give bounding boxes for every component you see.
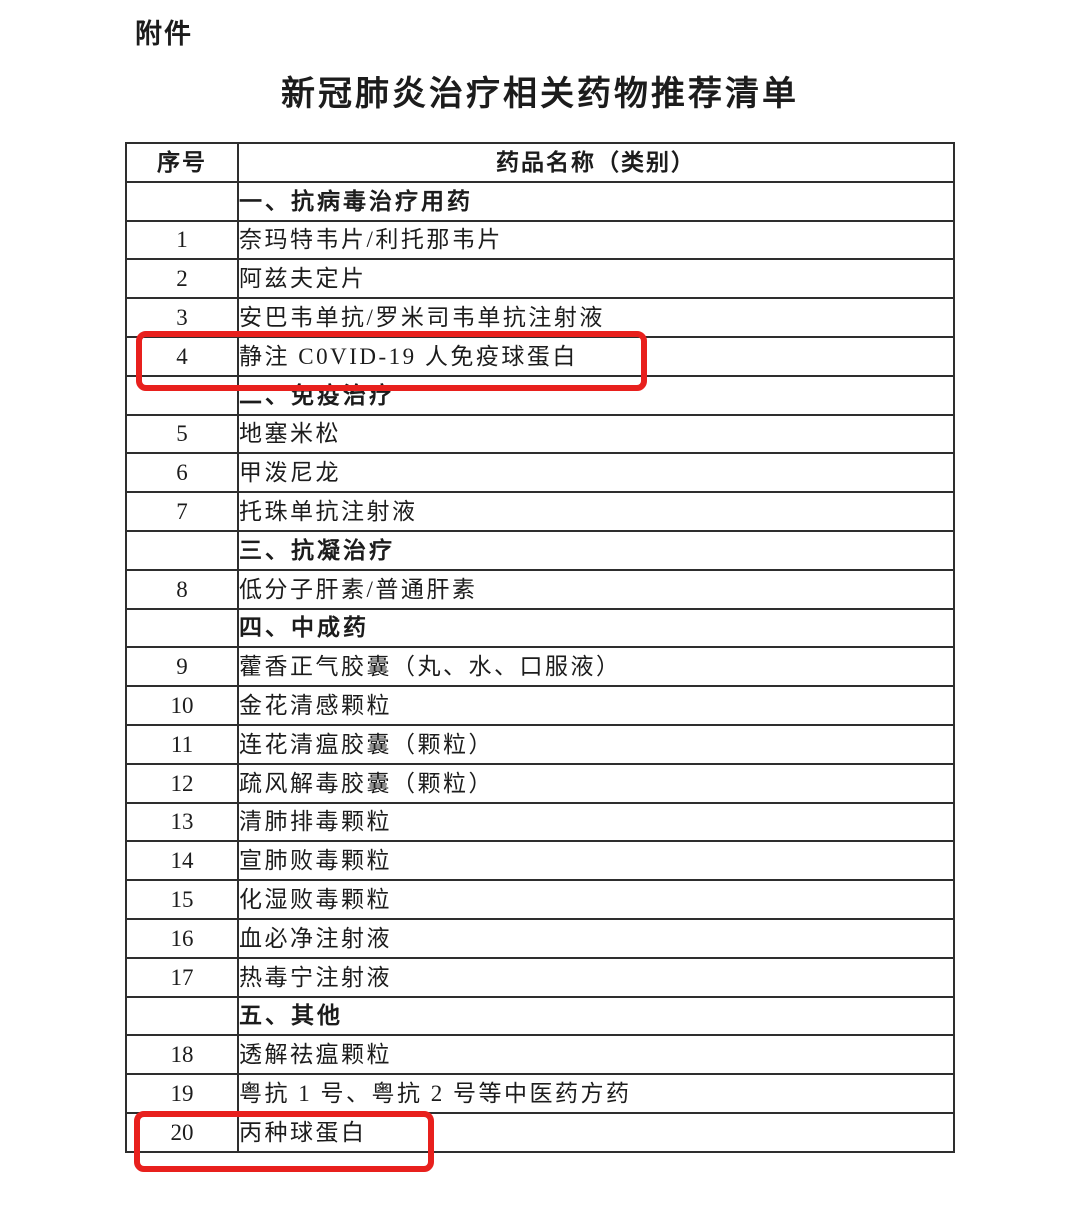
row-index: 13 — [125, 801, 239, 843]
section-title: 二、免疫治疗 — [237, 374, 955, 416]
drug-name: 甲泼尼龙 — [237, 452, 955, 494]
row-index: 15 — [125, 879, 239, 920]
row-index: 14 — [125, 840, 239, 882]
section-row: 二、免疫治疗 — [125, 374, 955, 416]
drug-table: 序号 药品名称（类别） 一、抗病毒治疗用药 1 奈玛特韦片/利托那韦片 2 阿兹夫定片 3… — [125, 142, 955, 1153]
page-title: 新冠肺炎治疗相关药物推荐清单 — [281, 76, 799, 113]
table-row: 2 阿兹夫定片 — [125, 258, 955, 300]
table-row: 9 藿香正气胶囊（丸、水、口服液） — [125, 646, 955, 688]
table-row: 19 粤抗 1 号、粤抗 2 号等中医药方药 — [125, 1073, 955, 1114]
drug-name: 宣肺败毒颗粒 — [237, 840, 955, 882]
row-index: 18 — [125, 1034, 239, 1076]
row-index: 1 — [125, 219, 239, 261]
table-row: 20 丙种球蛋白 — [125, 1111, 955, 1153]
drug-name: 透解祛瘟颗粒 — [237, 1034, 955, 1076]
table-row: 5 地塞米松 — [125, 413, 955, 455]
table-row: 10 金花清感颗粒 — [125, 685, 955, 726]
table-row: 4 静注 C0VID-19 人免疫球蛋白 — [125, 335, 955, 377]
drug-name: 安巴韦单抗/罗米司韦单抗注射液 — [237, 297, 955, 338]
drug-name: 疏风解毒胶囊（颗粒） — [237, 762, 955, 804]
drug-name: 静注 C0VID-19 人免疫球蛋白 — [237, 335, 955, 377]
row-index — [125, 529, 239, 571]
table-row: 12 疏风解毒胶囊（颗粒） — [125, 762, 955, 804]
row-index: 7 — [125, 491, 239, 532]
row-index: 19 — [125, 1073, 239, 1114]
table-row: 11 连花清瘟胶囊（颗粒） — [125, 723, 955, 765]
table-row: 15 化湿败毒颗粒 — [125, 879, 955, 920]
drug-name: 金花清感颗粒 — [237, 685, 955, 726]
drug-name: 托珠单抗注射液 — [237, 491, 955, 532]
drug-name: 阿兹夫定片 — [237, 258, 955, 300]
drug-name: 藿香正气胶囊（丸、水、口服液） — [237, 646, 955, 688]
drug-name: 热毒宁注射液 — [237, 956, 955, 998]
row-index — [125, 995, 239, 1037]
row-index: 20 — [125, 1111, 239, 1153]
drug-name: 连花清瘟胶囊（颗粒） — [237, 723, 955, 765]
table-row: 13 清肺排毒颗粒 — [125, 801, 955, 843]
row-index: 16 — [125, 917, 239, 959]
row-index: 6 — [125, 452, 239, 494]
row-index: 9 — [125, 646, 239, 688]
row-index: 3 — [125, 297, 239, 338]
row-index: 17 — [125, 956, 239, 998]
row-index — [125, 607, 239, 649]
table-row: 18 透解祛瘟颗粒 — [125, 1034, 955, 1076]
row-index: 10 — [125, 685, 239, 726]
section-title: 四、中成药 — [237, 607, 955, 649]
row-index: 2 — [125, 258, 239, 300]
row-index: 4 — [125, 335, 239, 377]
section-title: 三、抗凝治疗 — [237, 529, 955, 571]
drug-name: 粤抗 1 号、粤抗 2 号等中医药方药 — [237, 1073, 955, 1114]
row-index — [125, 374, 239, 416]
table-row: 1 奈玛特韦片/利托那韦片 — [125, 219, 955, 261]
table-row: 8 低分子肝素/普通肝素 — [125, 568, 955, 610]
drug-name: 清肺排毒颗粒 — [237, 801, 955, 843]
table-row: 6 甲泼尼龙 — [125, 452, 955, 494]
table-row: 17 热毒宁注射液 — [125, 956, 955, 998]
section-row: 五、其他 — [125, 995, 955, 1037]
drug-name: 奈玛特韦片/利托那韦片 — [237, 219, 955, 261]
table-row: 14 宣肺败毒颗粒 — [125, 840, 955, 882]
table-row: 16 血必净注射液 — [125, 917, 955, 959]
header-drug-name: 药品名称（类别） — [237, 142, 955, 183]
row-index: 12 — [125, 762, 239, 804]
drug-name: 地塞米松 — [237, 413, 955, 455]
section-row: 一、抗病毒治疗用药 — [125, 180, 955, 222]
table-row: 3 安巴韦单抗/罗米司韦单抗注射液 — [125, 297, 955, 338]
table-row: 7 托珠单抗注射液 — [125, 491, 955, 532]
section-row: 四、中成药 — [125, 607, 955, 649]
row-index: 11 — [125, 723, 239, 765]
row-index: 5 — [125, 413, 239, 455]
section-row: 三、抗凝治疗 — [125, 529, 955, 571]
row-index — [125, 180, 239, 222]
section-title: 一、抗病毒治疗用药 — [237, 180, 955, 222]
table-header-row: 序号 药品名称（类别） — [125, 142, 955, 183]
drug-table-body: 一、抗病毒治疗用药 1 奈玛特韦片/利托那韦片 2 阿兹夫定片 3 安巴韦单抗/罗米司韦单抗… — [125, 180, 955, 1153]
attachment-label: 附件 — [135, 19, 193, 49]
drug-name: 低分子肝素/普通肝素 — [237, 568, 955, 610]
section-title: 五、其他 — [237, 995, 955, 1037]
header-index: 序号 — [125, 142, 239, 183]
drug-name: 血必净注射液 — [237, 917, 955, 959]
drug-name: 化湿败毒颗粒 — [237, 879, 955, 920]
row-index: 8 — [125, 568, 239, 610]
drug-name: 丙种球蛋白 — [237, 1111, 955, 1153]
